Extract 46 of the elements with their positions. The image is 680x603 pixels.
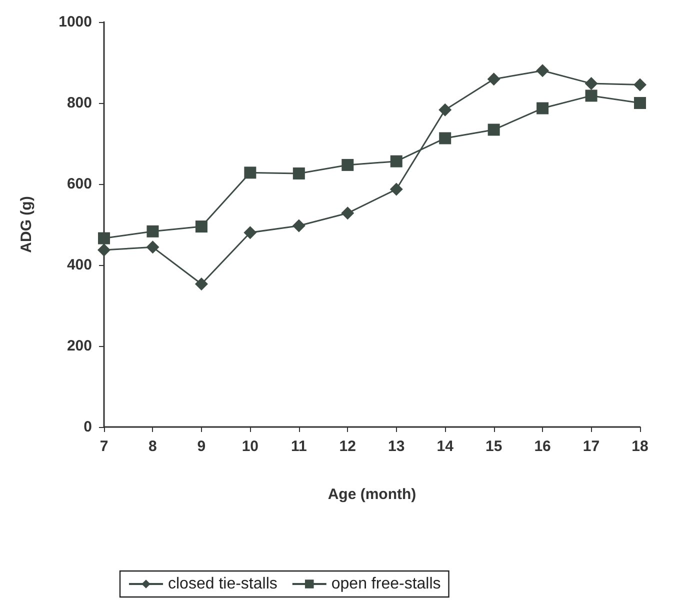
y-tick-label: 0	[84, 418, 92, 436]
point	[195, 220, 208, 233]
point	[98, 232, 110, 244]
x-axis-title: Age (month)	[328, 486, 416, 503]
point	[438, 103, 452, 116]
x-tick-label: 9	[197, 438, 206, 455]
x-tick-label: 17	[582, 438, 600, 455]
point	[244, 166, 256, 179]
legend-label: open free-stalls	[331, 576, 441, 592]
point	[439, 132, 452, 144]
point	[244, 226, 257, 240]
point	[292, 167, 305, 180]
point	[146, 240, 160, 254]
y-tick-label: 600	[66, 176, 92, 192]
point	[98, 244, 110, 257]
x-tick-label: 10	[242, 438, 259, 455]
x-tick-label: 18	[632, 438, 648, 455]
y-axis-title: ADG (g)	[18, 196, 35, 253]
point	[341, 206, 354, 220]
point	[584, 77, 598, 90]
x-tick-label: 7	[100, 438, 108, 455]
point	[194, 278, 208, 291]
point	[487, 72, 500, 86]
y-tick-label: 1000	[58, 14, 92, 30]
x-tick-label: 14	[436, 438, 454, 455]
x-tick-label: 11	[290, 438, 307, 455]
point	[146, 225, 159, 238]
point	[488, 124, 500, 136]
point	[585, 90, 598, 102]
x-tick-label: 15	[485, 438, 502, 455]
x-tick-label: 8	[148, 438, 157, 455]
y-tick-label: 800	[66, 94, 92, 112]
point	[292, 219, 306, 232]
legend-label: closed tie-stalls	[168, 576, 278, 592]
point	[390, 182, 403, 196]
point	[536, 64, 550, 78]
point	[634, 78, 646, 92]
y-tick-label: 200	[66, 338, 92, 354]
x-tick-label: 13	[388, 438, 405, 455]
x-tick-label: 12	[339, 438, 356, 455]
x-tick-label: 16	[534, 438, 551, 455]
point	[342, 158, 354, 171]
y-tick-label: 400	[66, 256, 92, 274]
point	[536, 102, 549, 114]
point	[634, 97, 646, 109]
point	[390, 155, 402, 168]
